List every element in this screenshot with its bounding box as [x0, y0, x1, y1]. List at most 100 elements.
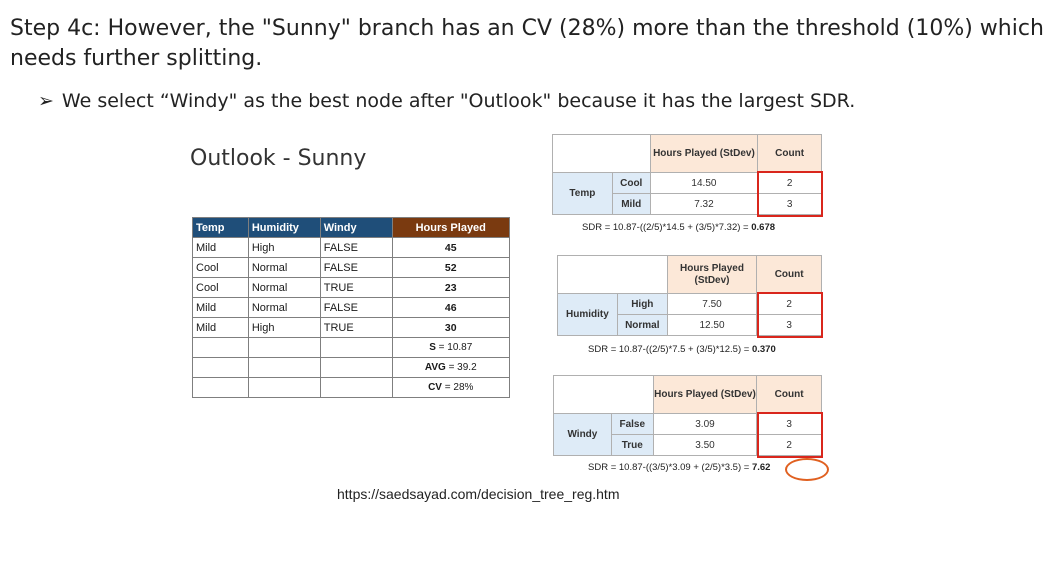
table-row: Mild High TRUE 30 [192, 317, 510, 338]
count-value: 3 [757, 193, 822, 215]
count-value: 3 [756, 314, 822, 336]
sdr-formula-temp: SDR = 10.87-((2/5)*14.5 + (3/5)*7.32) = … [582, 222, 775, 233]
cell: Normal [247, 297, 321, 318]
subset-title: Outlook - Sunny [190, 146, 367, 171]
cell [247, 377, 321, 398]
sdr-result: 0.370 [751, 344, 776, 355]
count-header: Count [756, 375, 822, 414]
cell [319, 357, 393, 378]
stat-label: S [429, 342, 436, 353]
bullet-point: ➢ We select “Windy" as the best node afte… [38, 88, 855, 114]
cell: Cool [192, 277, 249, 298]
table-row: Mild Normal FALSE 46 [192, 297, 510, 318]
table-row: Cool Normal TRUE 23 [192, 277, 510, 298]
stat-label: AVG [424, 362, 446, 373]
stat-row-cv: CV = 28% [192, 377, 510, 398]
stdev-value: 7.32 [649, 193, 759, 215]
formula-text: SDR = 10.87-((2/5)*7.5 + (3/5)*12.5) = [588, 344, 752, 355]
blank-cell [553, 375, 654, 414]
cell: 30 [391, 317, 510, 338]
cell: High [247, 317, 321, 338]
cell: 52 [391, 257, 510, 278]
stdev-value: 7.50 [666, 293, 758, 315]
stat-value: = 28% [444, 382, 474, 393]
cell [247, 337, 321, 358]
count-header: Count [757, 134, 822, 173]
count-highlight-box [757, 292, 823, 338]
attribute-label: Temp [552, 172, 613, 215]
cv-cell: CV = 28% [391, 377, 510, 398]
cell [319, 337, 393, 358]
header-humidity: Humidity [247, 217, 321, 238]
sdr-result: 0.678 [751, 222, 776, 233]
bullet-text: We select “Windy" as the best node after… [61, 90, 856, 112]
count-highlight-box [757, 171, 823, 217]
blank-cell [557, 255, 668, 294]
cell: Normal [247, 257, 321, 278]
stdev-value: 3.09 [652, 413, 758, 435]
sdr-formula-humidity: SDR = 10.87-((2/5)*7.5 + (3/5)*12.5) = 0… [588, 344, 776, 355]
sdr-table-temp: Hours Played (StDev) Count Temp Cool 14.… [552, 134, 822, 215]
table-row: Cool Normal FALSE 52 [192, 257, 510, 278]
blank-cell [552, 134, 651, 173]
stat-value: = 10.87 [438, 342, 473, 353]
cell: 45 [391, 237, 510, 258]
stdev-value: 12.50 [666, 314, 758, 336]
header-hours-played: Hours Played [391, 217, 510, 238]
stdev-header: Hours Played (StDev) [652, 375, 758, 414]
slide-heading: Step 4c: However, the "Sunny" branch has… [10, 16, 1044, 71]
sdr-formula-windy: SDR = 10.87-((3/5)*3.09 + (2/5)*3.5) = 7… [588, 462, 770, 473]
stdev-header: Hours Played (StDev) [649, 134, 759, 173]
stat-row-avg: AVG = 39.2 [192, 357, 510, 378]
stdev-value: 14.50 [649, 172, 759, 194]
stat-label: CV [428, 382, 442, 393]
table-row: Mild High FALSE 45 [192, 237, 510, 258]
best-sdr-circle [785, 458, 829, 481]
arrow-bullet-icon: ➢ [38, 90, 54, 112]
sunny-data-table: Temp Humidity Windy Hours Played Mild Hi… [192, 217, 510, 398]
value-label: Normal [616, 314, 668, 336]
cell: Normal [247, 277, 321, 298]
count-highlight-box [757, 412, 823, 458]
cell [247, 357, 321, 378]
cell: TRUE [319, 277, 393, 298]
formula-text: SDR = 10.87-((2/5)*14.5 + (3/5)*7.32) = [582, 222, 752, 233]
cell [192, 357, 249, 378]
count-value: 3 [756, 413, 822, 435]
value-label: True [610, 434, 654, 456]
cell [319, 377, 393, 398]
cell: 23 [391, 277, 510, 298]
source-url[interactable]: https://saedsayad.com/decision_tree_reg.… [337, 486, 620, 502]
value-label: High [616, 293, 668, 315]
count-value: 2 [756, 434, 822, 456]
cell: FALSE [319, 257, 393, 278]
stdev-cell: S = 10.87 [391, 337, 510, 358]
cell: Mild [192, 317, 249, 338]
cell: FALSE [319, 297, 393, 318]
cell: Cool [192, 257, 249, 278]
sdr-result: 7.62 [751, 462, 771, 473]
count-value: 2 [757, 172, 822, 194]
value-label: Mild [611, 193, 651, 215]
stat-row-stdev: S = 10.87 [192, 337, 510, 358]
header-temp: Temp [192, 217, 249, 238]
cell [192, 377, 249, 398]
cell: 46 [391, 297, 510, 318]
formula-text: SDR = 10.87-((3/5)*3.09 + (2/5)*3.5) = [588, 462, 752, 473]
avg-cell: AVG = 39.2 [391, 357, 510, 378]
attribute-label: Windy [553, 413, 612, 456]
value-label: False [610, 413, 654, 435]
cell [192, 337, 249, 358]
sdr-table-windy: Hours Played (StDev) Count Windy False 3… [553, 375, 822, 456]
cell: Mild [192, 237, 249, 258]
value-label: Cool [611, 172, 651, 194]
table-header-row: Temp Humidity Windy Hours Played [192, 217, 510, 238]
stdev-value: 3.50 [652, 434, 758, 456]
stat-value: = 39.2 [448, 362, 477, 373]
stdev-header: Hours Played (StDev) [666, 255, 758, 294]
cell: High [247, 237, 321, 258]
attribute-label: Humidity [557, 293, 618, 336]
sdr-table-humidity: Hours Played (StDev) Count Humidity High… [557, 255, 822, 336]
cell: TRUE [319, 317, 393, 338]
cell: FALSE [319, 237, 393, 258]
